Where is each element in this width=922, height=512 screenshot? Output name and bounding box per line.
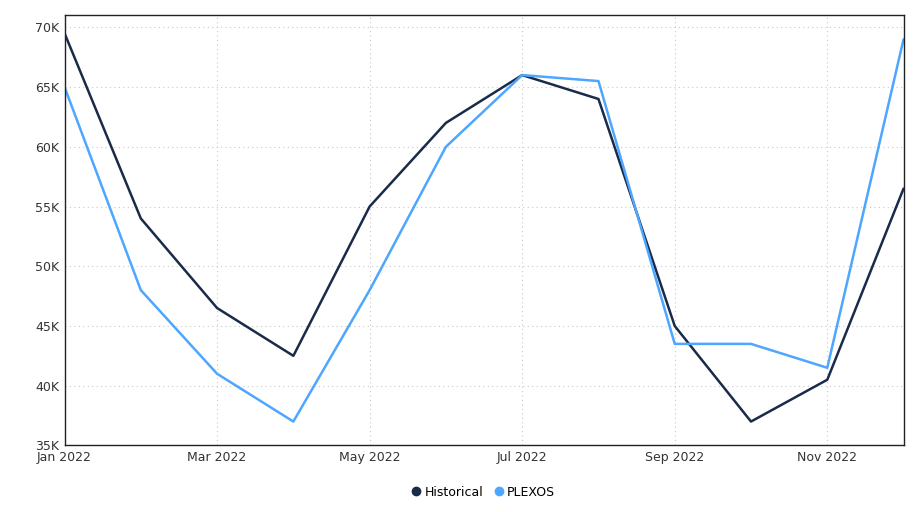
PLEXOS: [898, 36, 909, 42]
PLEXOS: [669, 341, 680, 347]
PLEXOS: [136, 287, 147, 293]
Historical: [822, 377, 833, 383]
PLEXOS: [288, 418, 299, 424]
Historical: [136, 216, 147, 222]
Historical: [746, 418, 757, 424]
Historical: [516, 72, 527, 78]
Historical: [211, 305, 222, 311]
PLEXOS: [593, 78, 604, 84]
PLEXOS: [441, 144, 452, 150]
PLEXOS: [516, 72, 527, 78]
PLEXOS: [822, 365, 833, 371]
PLEXOS: [746, 341, 757, 347]
Historical: [593, 96, 604, 102]
Historical: [59, 30, 70, 36]
Legend: Historical, PLEXOS: Historical, PLEXOS: [408, 481, 560, 504]
Historical: [288, 353, 299, 359]
Historical: [669, 323, 680, 329]
Historical: [898, 185, 909, 191]
PLEXOS: [211, 371, 222, 377]
Line: PLEXOS: PLEXOS: [65, 39, 904, 421]
PLEXOS: [59, 84, 70, 90]
Historical: [364, 203, 375, 209]
PLEXOS: [364, 287, 375, 293]
Line: Historical: Historical: [65, 33, 904, 421]
Historical: [441, 120, 452, 126]
